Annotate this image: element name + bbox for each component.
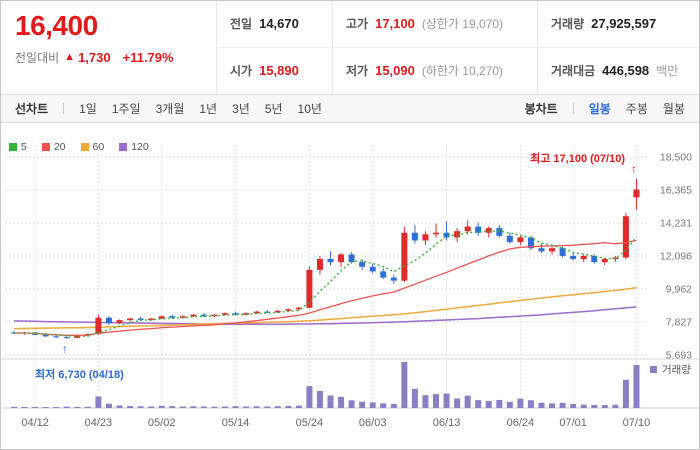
chart-toolbar: 선차트 1일 1주일 3개월 1년 3년 5년 10년 봉차트 일봉 주봉 월봉 (1, 94, 699, 123)
stat-open-value: 15,890 (259, 63, 299, 79)
ma20-swatch-icon (41, 143, 50, 151)
volume-legend: 거래량 (650, 362, 691, 377)
toolbar-divider (63, 103, 65, 114)
svg-text:05/14: 05/14 (222, 417, 250, 429)
stat-low-value: 15,090 (375, 63, 415, 79)
svg-text:7,827: 7,827 (666, 317, 692, 329)
period-button-3year[interactable]: 3년 (232, 102, 250, 116)
stat-low: 저가 15,090 (하한가 10,270) (332, 47, 537, 94)
period-button-3month[interactable]: 3개월 (155, 102, 185, 116)
stat-amount: 거래대금 446,598 백만 (537, 47, 699, 94)
svg-text:9,962: 9,962 (666, 284, 692, 296)
ma20-legend-label: 20 (53, 141, 66, 153)
stat-prev-close: 전일 14,670 (217, 1, 332, 48)
svg-text:5,693: 5,693 (666, 350, 692, 362)
ma5-legend-label: 5 (21, 141, 27, 153)
candle-button-weekly[interactable]: 주봉 (625, 102, 648, 116)
ma20-legend-item: 20 (41, 141, 66, 153)
svg-text:12,096: 12,096 (660, 251, 692, 263)
svg-text:04/23: 04/23 (85, 417, 113, 429)
stat-low-label: 저가 (346, 64, 369, 79)
stat-open-label: 시가 (230, 64, 253, 79)
stat-prev-label: 전일 (230, 17, 253, 32)
volume-legend-label: 거래량 (662, 364, 691, 376)
svg-text:06/03: 06/03 (359, 417, 387, 429)
svg-text:07/10: 07/10 (623, 417, 651, 429)
candle-chart-label: 봉차트 (524, 102, 558, 116)
toolbar-divider (572, 103, 574, 114)
svg-text:05/24: 05/24 (296, 417, 324, 429)
svg-text:07/01: 07/01 (559, 417, 587, 429)
candlestick-volume-chart: 18,500 16,365 14,231 12,096 9,962 7,827 5,693 0… (1, 145, 699, 429)
svg-text:06/24: 06/24 (507, 417, 535, 429)
change-row: 전일대비 ▲ 1,730 +11.79% (15, 49, 216, 66)
svg-text:14,231: 14,231 (660, 218, 692, 230)
stat-volume-label: 거래량 (551, 17, 585, 32)
ma-legend: 5 20 60 120 (9, 141, 149, 153)
ma120-legend-label: 120 (131, 141, 149, 153)
ma60-swatch-icon (80, 143, 89, 151)
period-button-10year[interactable]: 10년 (297, 102, 322, 116)
stat-amount-value: 446,598 (602, 63, 650, 79)
svg-text:06/13: 06/13 (433, 417, 461, 429)
svg-text:05/02: 05/02 (148, 417, 176, 429)
period-button-1day[interactable]: 1일 (79, 102, 97, 116)
ma5-legend-item: 5 (9, 141, 27, 153)
ma60-legend-label: 60 (92, 141, 105, 153)
volume-swatch-icon (650, 366, 658, 373)
up-triangle-icon: ▲ (64, 51, 76, 64)
stat-lower-limit: (하한가 10,270) (421, 64, 504, 79)
stat-volume-value: 27,925,597 (591, 16, 657, 32)
candle-chart-group: 봉차트 일봉 주봉 월봉 (525, 100, 685, 117)
price-header: 16,400 전일대비 ▲ 1,730 +11.79% 전일 14,670 고가… (1, 1, 699, 94)
high-arrow-icon: ↑ (631, 162, 637, 176)
change-label: 전일대비 (15, 50, 60, 65)
high-annotation: 최고 17,100 (07/10) (530, 153, 625, 165)
period-button-5year[interactable]: 5년 (264, 102, 283, 116)
ma120-swatch-icon (119, 143, 128, 151)
current-price: 16,400 (15, 10, 98, 41)
stat-high-value: 17,100 (375, 16, 415, 32)
stat-amount-label: 거래대금 (551, 64, 596, 79)
change-value: 1,730 (78, 49, 111, 65)
low-arrow-icon: ↑ (62, 342, 68, 356)
stat-amount-unit: 백만 (656, 64, 679, 79)
line-chart-group: 선차트 1일 1주일 3개월 1년 3년 5년 10년 (15, 100, 322, 117)
stats-grid: 전일 14,670 고가 17,100 (상한가 19,070) 거래량 27,… (217, 1, 699, 94)
candle-button-daily[interactable]: 일봉 (588, 102, 611, 116)
period-button-1year[interactable]: 1년 (199, 102, 218, 116)
ma60-legend-item: 60 (80, 141, 105, 153)
stat-volume: 거래량 27,925,597 (537, 1, 699, 48)
stat-prev-value: 14,670 (259, 16, 299, 32)
svg-text:04/12: 04/12 (21, 417, 49, 429)
svg-text:18,500: 18,500 (660, 152, 692, 164)
ma5-swatch-icon (9, 143, 17, 151)
stat-upper-limit: (상한가 19,070) (421, 17, 504, 32)
period-button-1week[interactable]: 1주일 (111, 102, 141, 116)
current-price-block: 16,400 전일대비 ▲ 1,730 +11.79% (1, 1, 217, 94)
svg-text:16,365: 16,365 (660, 185, 692, 197)
stat-high: 고가 17,100 (상한가 19,070) (332, 1, 537, 48)
stat-high-label: 고가 (346, 17, 369, 32)
candle-button-monthly[interactable]: 월봉 (662, 102, 685, 116)
ma120-legend-item: 120 (119, 141, 149, 153)
chart-area: 18,500 16,365 14,231 12,096 9,962 7,827 5,693 0… (1, 123, 699, 449)
low-annotation: 최저 6,730 (04/18) (35, 369, 124, 381)
line-chart-label: 선차트 (15, 102, 49, 116)
change-percent: +11.79% (122, 49, 174, 65)
stat-open: 시가 15,890 (217, 48, 332, 95)
